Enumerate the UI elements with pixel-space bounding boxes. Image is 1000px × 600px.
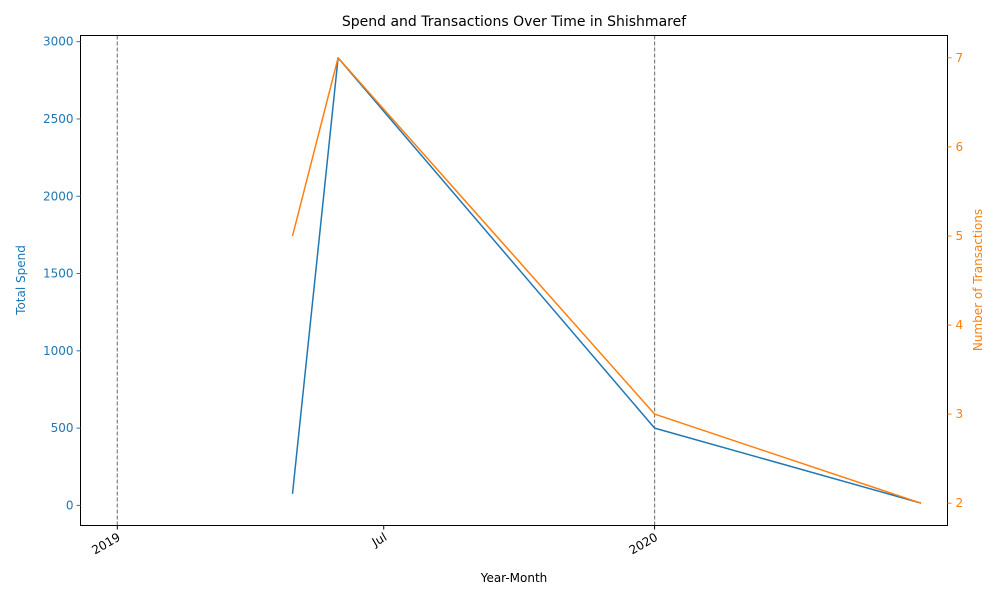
right-y-axis-label: Number of Transactions	[971, 209, 985, 351]
left-y-tick-label: 1500	[43, 267, 74, 281]
right-y-tick-label: 3	[956, 407, 964, 421]
right-y-tick-label: 2	[956, 496, 964, 510]
left-y-tick-label: 500	[51, 421, 74, 435]
left-y-axis-ticks: 0 500 1000 1500 2000 2500 3000	[43, 35, 81, 512]
left-y-axis-label: Total Spend	[14, 245, 28, 316]
left-y-tick-label: 3000	[43, 35, 74, 49]
x-axis-ticks: 2019 Jul 2020	[89, 525, 660, 557]
transactions-series-line	[291, 57, 922, 504]
plot-frame	[80, 35, 948, 526]
x-axis-label: Year-Month	[480, 571, 548, 585]
left-y-tick-label: 2000	[43, 189, 74, 203]
x-tick-label: 2020	[627, 530, 660, 557]
right-y-axis-ticks: 2 3 4 5 6 7	[947, 51, 964, 510]
plot-area	[116, 35, 922, 526]
left-y-tick-label: 1000	[43, 344, 74, 358]
right-y-tick-label: 7	[956, 51, 964, 65]
spend-series-line	[291, 57, 922, 504]
left-y-tick-label: 0	[66, 498, 74, 512]
right-y-tick-label: 4	[956, 318, 964, 332]
left-y-tick-label: 2500	[43, 112, 74, 126]
right-y-tick-label: 5	[956, 229, 964, 243]
right-y-tick-label: 6	[956, 140, 964, 154]
chart-title: Spend and Transactions Over Time in Shis…	[342, 14, 687, 30]
x-tick-label: 2019	[89, 530, 122, 557]
x-tick-label: Jul	[369, 530, 389, 550]
